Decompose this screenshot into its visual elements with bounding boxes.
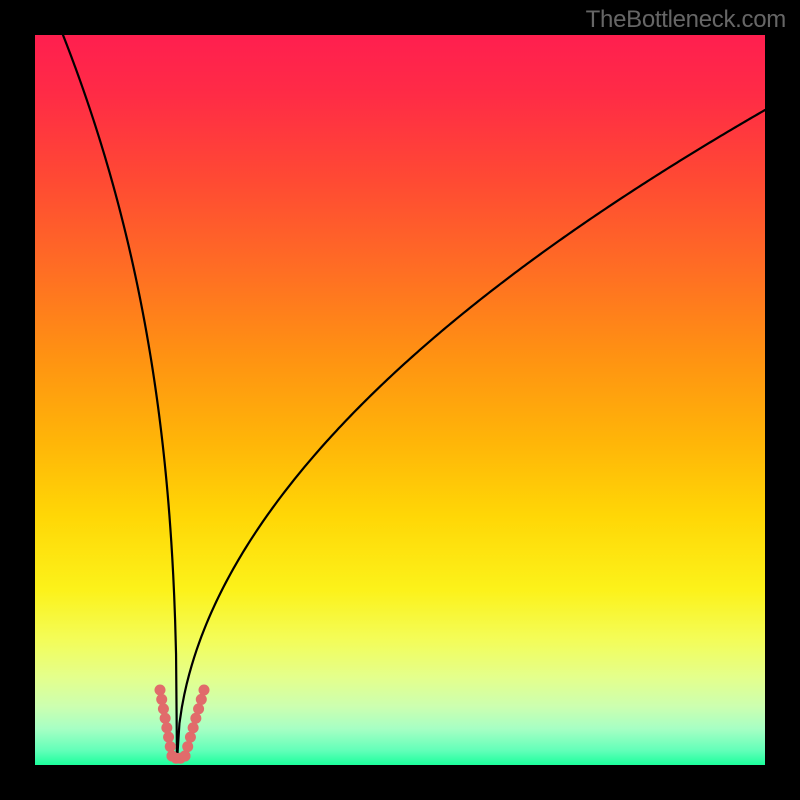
- watermark-text: TheBottleneck.com: [586, 6, 786, 34]
- chart-container: TheBottleneck.com: [0, 0, 800, 800]
- bottleneck-curve-chart: [0, 0, 800, 800]
